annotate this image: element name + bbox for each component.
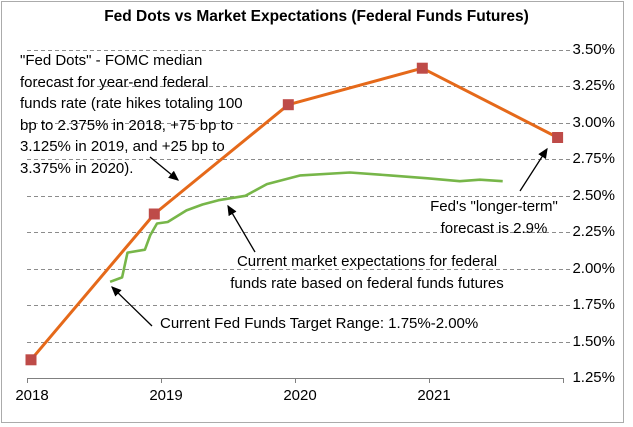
arrow-longer-term-note [519,147,548,192]
y-tick-label: 1.25% [572,369,615,386]
y-tick-label: 3.50% [572,41,615,58]
y-tick-label: 1.50% [572,332,615,350]
arrow-market-note [227,204,256,253]
y-tick-label: 2.75% [572,150,615,168]
x-tick-label: 2019 [149,387,183,404]
arrow-target-range-note [111,286,153,327]
y-tick-label: 2.50% [572,186,615,204]
y-tick-label: 2.00% [572,259,615,277]
marker-fed-dots [25,354,37,366]
marker-fed-dots [148,208,160,220]
y-tick-label: 3.00% [572,113,615,131]
y-tick-label: 3.25% [572,77,615,95]
y-tick-label: 1.75% [572,296,615,314]
y-tick-label: 2.25% [572,223,615,241]
series-market-expectations [109,171,503,284]
annotation-longer-term: Fed's "longer-term" forecast is 2.9% [430,198,558,237]
x-tick-label: 2018 [15,387,49,404]
marker-fed-dots [416,62,428,74]
annotation-fed-dots: "Fed Dots" - FOMC median forecast for ye… [20,52,243,177]
x-tick-label: 2020 [283,387,317,404]
chart-title: Fed Dots vs Market Expectations (Federal… [104,8,529,25]
arrow-fed-dots-note [149,156,180,181]
marker-fed-dots [282,99,294,111]
x-tick-label: 2021 [417,387,451,404]
annotation-target-range: Current Fed Funds Target Range: 1.75%-2.… [160,315,479,332]
chart-border [1,1,624,423]
marker-fed-dots [552,132,564,143]
annotation-market-expectations: Current market expectations for federal … [230,253,504,292]
